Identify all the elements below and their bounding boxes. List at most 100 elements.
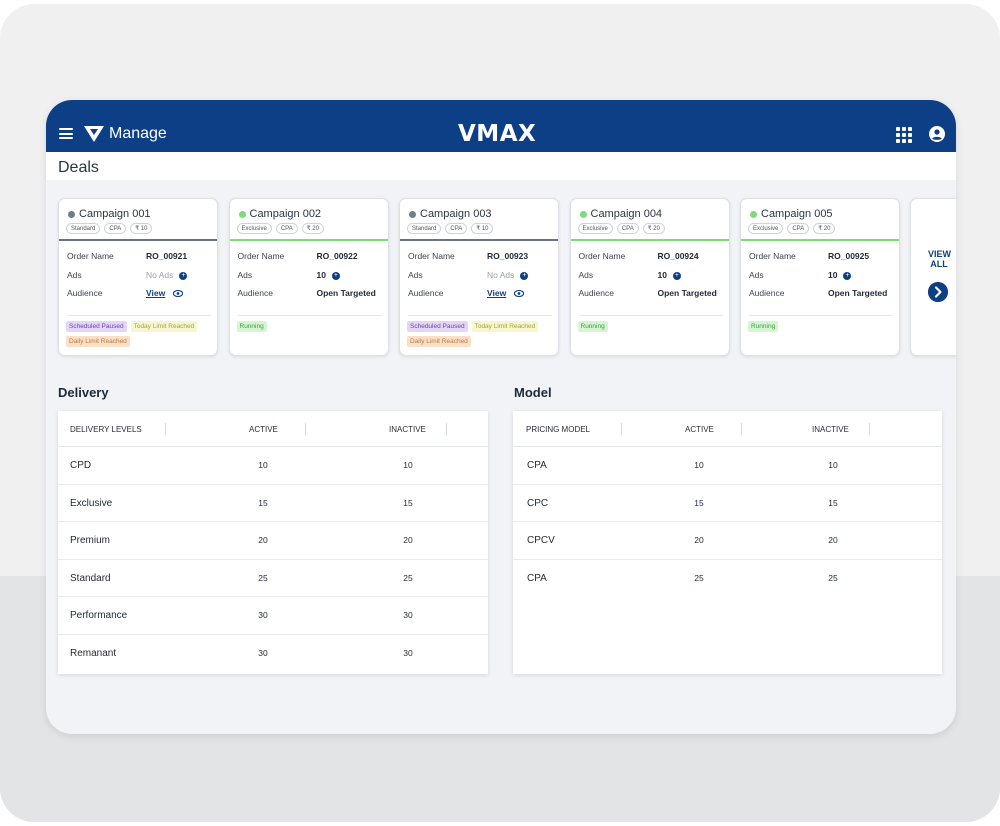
tag-badge: ₹ 10	[471, 223, 494, 234]
model-title: Model	[514, 385, 552, 400]
top-navigation-bar: Manage VMAX	[46, 100, 956, 152]
order-name-value-wrap: RO_00921	[146, 251, 187, 261]
ads-label: Ads	[237, 270, 253, 280]
apps-grid-icon[interactable]	[896, 127, 912, 143]
audience-label: Audience	[408, 288, 444, 298]
model-row[interactable]: CPCV 20 20	[513, 522, 942, 560]
campaign-cards: Campaign 001 Standard CPA ₹ 10 Order Name RO_…	[58, 198, 956, 358]
inactive-count: 10	[403, 460, 413, 470]
campaign-card[interactable]: Campaign 003 Standard CPA ₹ 10 Order Name RO_…	[399, 198, 559, 356]
delivery-row[interactable]: Premium 20 20	[58, 522, 488, 560]
ads-value-wrap: 10 +	[317, 270, 340, 280]
status-badges: Scheduled Paused Today Limit Reached Daily…	[407, 321, 555, 347]
audience-value[interactable]: View	[146, 288, 166, 298]
audience-value: Open Targeted	[316, 288, 376, 298]
order-name-value-wrap: RO_00922	[317, 251, 358, 261]
campaign-title: Campaign 004	[590, 208, 663, 220]
column-divider	[869, 423, 870, 435]
active-count: 15	[258, 497, 268, 508]
audience-value-wrap: Open Targeted	[658, 288, 717, 298]
card-divider	[67, 315, 211, 316]
card-divider	[237, 315, 382, 316]
add-ad-icon[interactable]: +	[520, 271, 529, 280]
column-divider	[741, 423, 742, 435]
tag-badge: Standard	[407, 223, 442, 234]
audience-value: Open Targeted	[657, 288, 717, 298]
app-name: Manage	[109, 125, 167, 142]
model-row[interactable]: CPA 25 25	[513, 560, 942, 598]
delivery-row[interactable]: CPD 10 10	[58, 447, 488, 485]
order-name-label: Order Name	[237, 251, 285, 261]
campaign-card[interactable]: Campaign 005 Exclusive CPA ₹ 20 Order Name RO…	[740, 198, 900, 356]
column-divider	[446, 423, 447, 435]
tag-badge: Exclusive	[577, 223, 613, 234]
campaign-card[interactable]: Campaign 002 Exclusive CPA ₹ 20 Order Name RO…	[228, 198, 389, 356]
page-header	[46, 152, 956, 180]
delivery-table-header: DELIVERY LEVELS ACTIVE INACTIVE	[58, 411, 488, 447]
campaign-title: Campaign 005	[761, 208, 833, 220]
model-table: PRICING MODEL ACTIVE INACTIVE CPA 10 10 CPC…	[513, 411, 942, 674]
model-row[interactable]: CPC 15 15	[513, 485, 942, 522]
status-dot-icon	[68, 211, 75, 218]
view-all-button[interactable]: VIEW ALL	[910, 198, 956, 356]
model-row[interactable]: CPA 10 10	[513, 447, 942, 485]
ads-label: Ads	[67, 270, 82, 280]
add-ad-icon[interactable]: +	[672, 271, 681, 280]
delivery-table-body: CPD 10 10 Exclusive 15 15 Premium 20 20 Standard 2…	[58, 447, 488, 672]
tag-badge: CPA	[616, 223, 639, 234]
row-label: Remanant	[70, 647, 117, 659]
hamburger-menu-icon[interactable]	[59, 128, 73, 139]
campaign-card[interactable]: Campaign 001 Standard CPA ₹ 10 Order Name RO_…	[58, 198, 218, 356]
order-name-value: RO_00922	[316, 251, 358, 261]
status-dot-icon	[238, 211, 246, 218]
eye-icon[interactable]	[514, 290, 525, 298]
delivery-row[interactable]: Exclusive 15 15	[58, 485, 488, 522]
eye-icon[interactable]	[173, 290, 184, 298]
card-divider	[408, 315, 552, 316]
campaign-tags: Standard CPA ₹ 10	[407, 223, 494, 234]
model-table-header: PRICING MODEL ACTIVE INACTIVE	[513, 411, 942, 447]
campaign-tags: Exclusive CPA ₹ 20	[577, 223, 665, 234]
row-label: Premium	[70, 535, 111, 546]
add-ad-icon[interactable]: +	[331, 271, 340, 280]
background-frame: Manage VMAX Deals Campaign 001 Standard CP…	[0, 4, 1000, 822]
status-badge: Running	[236, 321, 267, 332]
audience-value[interactable]: View	[487, 288, 507, 298]
delivery-title: Delivery	[58, 385, 109, 400]
delivery-row[interactable]: Standard 25 25	[58, 560, 488, 597]
inactive-count: 15	[403, 497, 413, 508]
account-circle-icon[interactable]	[929, 126, 945, 142]
add-ad-icon[interactable]: +	[843, 271, 852, 280]
tag-badge: CPA	[787, 223, 810, 234]
inactive-count: 25	[828, 572, 838, 583]
column-header: INACTIVE	[812, 425, 849, 434]
model-table-body: CPA 10 10 CPC 15 15 CPCV 20 20 CPA 25 25	[513, 447, 942, 597]
order-name-label: Order Name	[578, 251, 626, 261]
campaign-title: Campaign 003	[420, 208, 492, 220]
brand-v-icon	[84, 126, 104, 142]
delivery-row[interactable]: Remanant 30 30	[58, 635, 488, 673]
delivery-row[interactable]: Performance 30 30	[58, 597, 488, 635]
campaign-card[interactable]: Campaign 004 Exclusive CPA ₹ 20 Order Name RO…	[569, 198, 730, 356]
audience-value-wrap: View	[487, 288, 525, 298]
campaign-card-header: Campaign 003 Standard CPA ₹ 10	[400, 199, 558, 241]
status-badge: Today Limit Reached	[130, 321, 198, 332]
active-count: 25	[694, 572, 704, 583]
inactive-count: 20	[403, 535, 413, 545]
vmax-logo: VMAX	[458, 121, 537, 147]
status-dot-icon	[750, 211, 757, 218]
ads-label: Ads	[578, 270, 594, 280]
ads-label: Ads	[408, 270, 423, 280]
campaign-title: Campaign 002	[249, 208, 322, 220]
column-header: PRICING MODEL	[526, 425, 591, 434]
column-divider	[621, 423, 622, 435]
page-title: Deals	[58, 159, 99, 176]
status-dot-icon	[409, 211, 416, 218]
row-label: Standard	[70, 572, 111, 584]
ads-value-wrap: 10 +	[658, 270, 681, 280]
campaign-tags: Exclusive CPA ₹ 20	[236, 223, 324, 234]
audience-value-wrap: View	[146, 288, 184, 298]
order-name-value: RO_00925	[828, 251, 870, 261]
add-ad-icon[interactable]: +	[179, 271, 188, 280]
active-count: 20	[258, 535, 268, 545]
